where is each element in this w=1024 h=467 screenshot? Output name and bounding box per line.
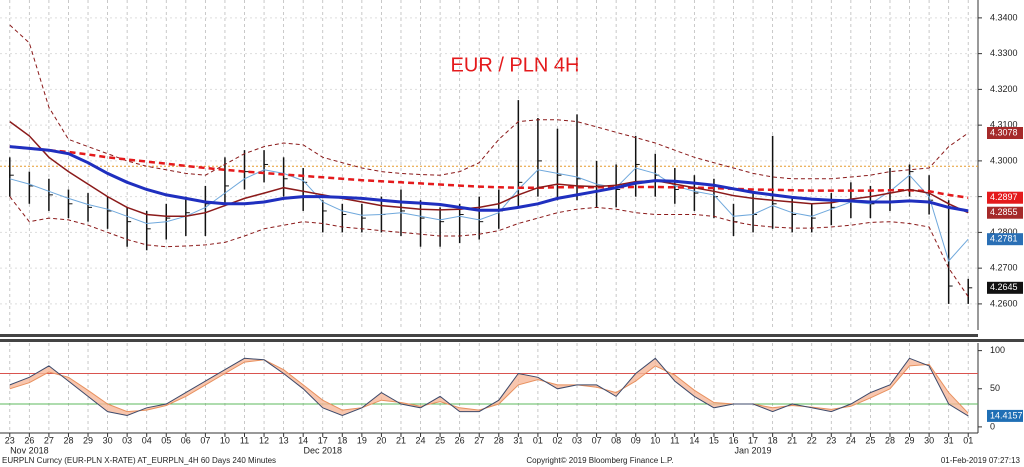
y-tick-label: 0 bbox=[990, 421, 995, 431]
price-tag bbox=[987, 233, 1023, 246]
x-tick-label: 20 bbox=[376, 435, 386, 445]
y-tick-label: 4.2600 bbox=[990, 298, 1018, 308]
x-tick-label: 28 bbox=[885, 435, 895, 445]
x-tick-label: 21 bbox=[787, 435, 797, 445]
footer-left: EURPLN Curncy (EUR-PLN X-RATE) AT_EURPLN… bbox=[2, 456, 276, 465]
x-tick-label: 16 bbox=[728, 435, 738, 445]
y-tick-label: 4.2800 bbox=[990, 227, 1018, 237]
x-tick-label: 25 bbox=[865, 435, 875, 445]
y-tick-label: 4.3300 bbox=[990, 48, 1018, 58]
x-tick-label: 24 bbox=[846, 435, 856, 445]
price-tag-label: 14.4157 bbox=[990, 410, 1023, 420]
overlay-line bbox=[9, 167, 969, 262]
overlay-line bbox=[9, 24, 969, 180]
x-tick-label: 25 bbox=[435, 435, 445, 445]
chart-title: EUR / PLN 4H bbox=[451, 54, 580, 76]
panel-separator bbox=[0, 334, 978, 337]
price-tag bbox=[987, 206, 1023, 219]
x-tick-label: 19 bbox=[357, 435, 367, 445]
price-tag-label: 4.3078 bbox=[990, 127, 1018, 137]
x-tick-label: 26 bbox=[455, 435, 465, 445]
price-tag bbox=[987, 281, 1023, 294]
x-tick-label: 17 bbox=[318, 435, 328, 445]
x-tick-label: 22 bbox=[807, 435, 817, 445]
panel-separator bbox=[0, 339, 1024, 342]
y-tick-label: 4.3400 bbox=[990, 12, 1018, 22]
x-tick-label: 12 bbox=[259, 435, 269, 445]
month-label: Nov 2018 bbox=[10, 445, 49, 455]
x-tick-label: 27 bbox=[474, 435, 484, 445]
x-tick-label: 31 bbox=[944, 435, 954, 445]
x-tick-label: 14 bbox=[689, 435, 699, 445]
x-tick-label: 28 bbox=[63, 435, 73, 445]
x-tick-label: 29 bbox=[905, 435, 915, 445]
footer-center: Copyright© 2019 Bloomberg Finance L.P. bbox=[526, 456, 673, 465]
y-tick-label: 4.2700 bbox=[990, 263, 1018, 273]
x-tick-label: 23 bbox=[826, 435, 836, 445]
price-tag bbox=[987, 191, 1023, 204]
month-label: Jan 2019 bbox=[735, 445, 772, 455]
price-tag bbox=[987, 409, 1023, 422]
x-tick-label: 11 bbox=[240, 435, 249, 445]
x-tick-label: 01 bbox=[963, 435, 973, 445]
x-tick-label: 10 bbox=[220, 435, 230, 445]
overlay-line bbox=[9, 145, 969, 199]
rsi-line bbox=[9, 357, 969, 417]
overlay-line bbox=[9, 196, 969, 297]
x-tick-label: 30 bbox=[103, 435, 113, 445]
x-tick-label: 31 bbox=[513, 435, 523, 445]
x-tick-label: 17 bbox=[748, 435, 758, 445]
price-tag-label: 4.2781 bbox=[990, 234, 1018, 244]
y-tick-label: 100 bbox=[990, 345, 1005, 355]
x-tick-label: 26 bbox=[24, 435, 34, 445]
price-tag-label: 4.2897 bbox=[990, 192, 1018, 202]
x-tick-label: 06 bbox=[181, 435, 191, 445]
y-tick-label: 4.3200 bbox=[990, 84, 1018, 94]
x-tick-label: 01 bbox=[533, 435, 543, 445]
x-tick-label: 02 bbox=[552, 435, 562, 445]
month-label: Dec 2018 bbox=[303, 445, 342, 455]
x-tick-label: 11 bbox=[670, 435, 679, 445]
x-tick-label: 07 bbox=[592, 435, 602, 445]
footer-right: 01-Feb-2019 07:27:13 bbox=[941, 456, 1021, 465]
x-tick-label: 09 bbox=[631, 435, 641, 445]
price-tag-label: 4.2645 bbox=[990, 282, 1018, 292]
x-tick-label: 13 bbox=[279, 435, 289, 445]
y-tick-label: 4.3000 bbox=[990, 155, 1018, 165]
x-tick-label: 30 bbox=[924, 435, 934, 445]
x-tick-label: 10 bbox=[650, 435, 660, 445]
overlay-line bbox=[9, 120, 969, 218]
x-tick-label: 18 bbox=[768, 435, 778, 445]
overlay-line bbox=[9, 145, 969, 213]
x-tick-label: 08 bbox=[611, 435, 621, 445]
price-tag-label: 4.2855 bbox=[990, 207, 1018, 217]
y-tick-label: 4.3100 bbox=[990, 120, 1018, 130]
price-tag bbox=[987, 127, 1023, 140]
x-tick-label: 27 bbox=[44, 435, 54, 445]
x-tick-label: 23 bbox=[5, 435, 15, 445]
x-tick-label: 21 bbox=[396, 435, 406, 445]
x-tick-label: 29 bbox=[83, 435, 93, 445]
x-tick-label: 07 bbox=[200, 435, 210, 445]
y-tick-label: 50 bbox=[990, 383, 1000, 393]
x-tick-label: 28 bbox=[494, 435, 504, 445]
x-tick-label: 03 bbox=[572, 435, 582, 445]
x-tick-label: 04 bbox=[142, 435, 152, 445]
x-tick-label: 05 bbox=[161, 435, 171, 445]
x-tick-label: 24 bbox=[416, 435, 426, 445]
x-tick-label: 03 bbox=[122, 435, 132, 445]
x-tick-label: 15 bbox=[709, 435, 719, 445]
x-tick-label: 18 bbox=[337, 435, 347, 445]
x-tick-label: 14 bbox=[298, 435, 308, 445]
